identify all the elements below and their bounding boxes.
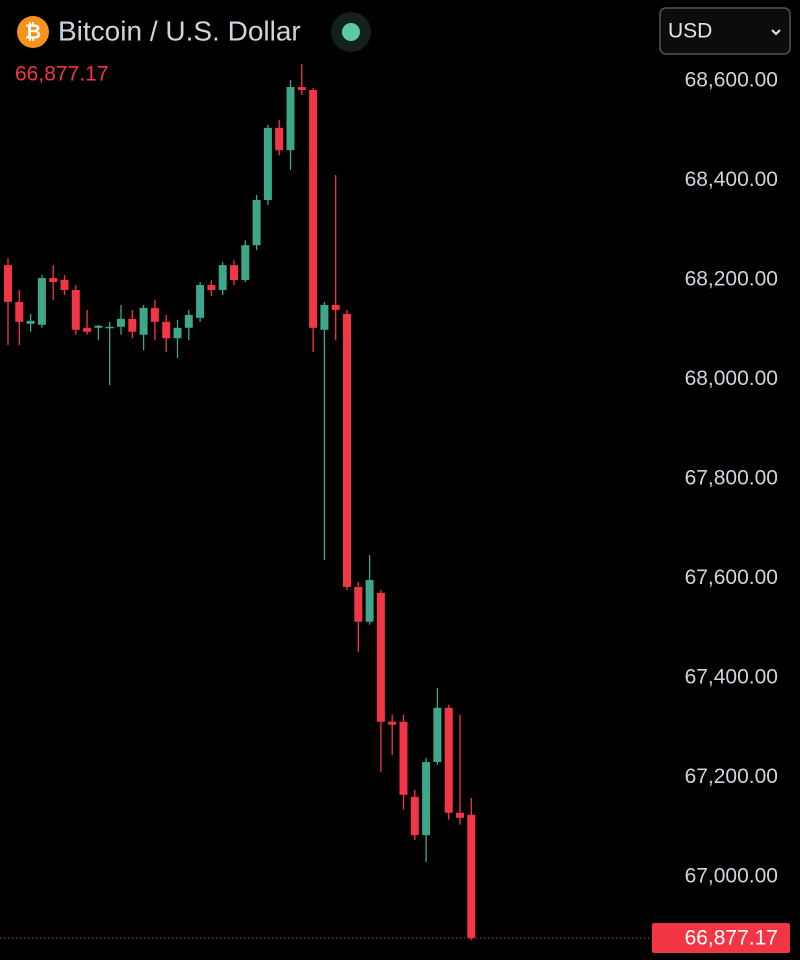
symbol-icon-bg	[17, 16, 49, 48]
candle-body	[365, 579, 374, 622]
candle-body	[218, 265, 227, 290]
y-tick-label: 67,200.00	[685, 765, 778, 788]
candle-body	[162, 321, 171, 339]
candle-body	[399, 721, 408, 795]
candle-body	[309, 90, 318, 328]
candle-body	[139, 307, 148, 335]
y-tick-label: 68,200.00	[685, 268, 778, 291]
candle-body	[128, 318, 137, 332]
candle-body	[184, 314, 193, 328]
y-tick-label: 67,000.00	[685, 864, 778, 887]
candle-body	[410, 796, 419, 836]
header-price: 66,877.17	[15, 63, 108, 86]
currency-label[interactable]: USD	[668, 20, 712, 43]
candle-body	[263, 127, 272, 200]
candle-body	[15, 301, 24, 322]
candle-body	[467, 814, 476, 939]
candle-body	[207, 285, 216, 290]
candle-body	[83, 327, 92, 332]
last-price-label: 66,877.17	[685, 927, 778, 950]
candle-body	[297, 87, 306, 91]
candle-body	[354, 586, 363, 622]
chart-title: Bitcoin / U.S. Dollar	[58, 15, 301, 46]
candle-body	[71, 289, 80, 330]
last-price-badge	[652, 923, 790, 954]
candle-body	[26, 320, 35, 324]
candle-body	[173, 327, 182, 339]
symbol-icon: ₿	[25, 21, 41, 43]
candle-body	[196, 285, 205, 318]
candle-body	[94, 325, 103, 328]
y-tick-label: 68,400.00	[685, 168, 778, 191]
candle-body	[49, 278, 58, 283]
y-tick-label: 68,000.00	[685, 367, 778, 390]
candle-body	[37, 278, 46, 325]
candle-body	[388, 721, 397, 725]
candle-body	[60, 280, 69, 290]
candle-body	[150, 307, 159, 322]
candle-body	[444, 707, 453, 813]
candle-body	[331, 304, 340, 310]
currency-box[interactable]	[659, 7, 791, 55]
candle-body	[456, 812, 464, 818]
candle-body	[241, 245, 250, 281]
dropdown-chevron[interactable]	[771, 29, 781, 36]
status-dot	[342, 23, 360, 41]
candle-body	[376, 592, 385, 722]
candle-body	[117, 318, 125, 327]
y-tick-label: 68,600.00	[685, 69, 778, 92]
currency-select[interactable]: USD	[659, 7, 791, 55]
candle-body	[433, 707, 442, 763]
candle-body	[275, 127, 284, 151]
y-tick-label: 67,600.00	[685, 566, 778, 589]
y-tick-label: 67,800.00	[685, 467, 778, 490]
candle-body	[422, 762, 431, 836]
candle-body	[343, 313, 351, 587]
candle-body	[286, 87, 295, 151]
candle-body	[252, 199, 261, 246]
candle-body	[4, 265, 12, 302]
candle-body	[230, 265, 238, 281]
candle-body	[105, 326, 114, 329]
y-tick-label: 67,400.00	[685, 666, 778, 689]
candle-body	[320, 304, 329, 330]
